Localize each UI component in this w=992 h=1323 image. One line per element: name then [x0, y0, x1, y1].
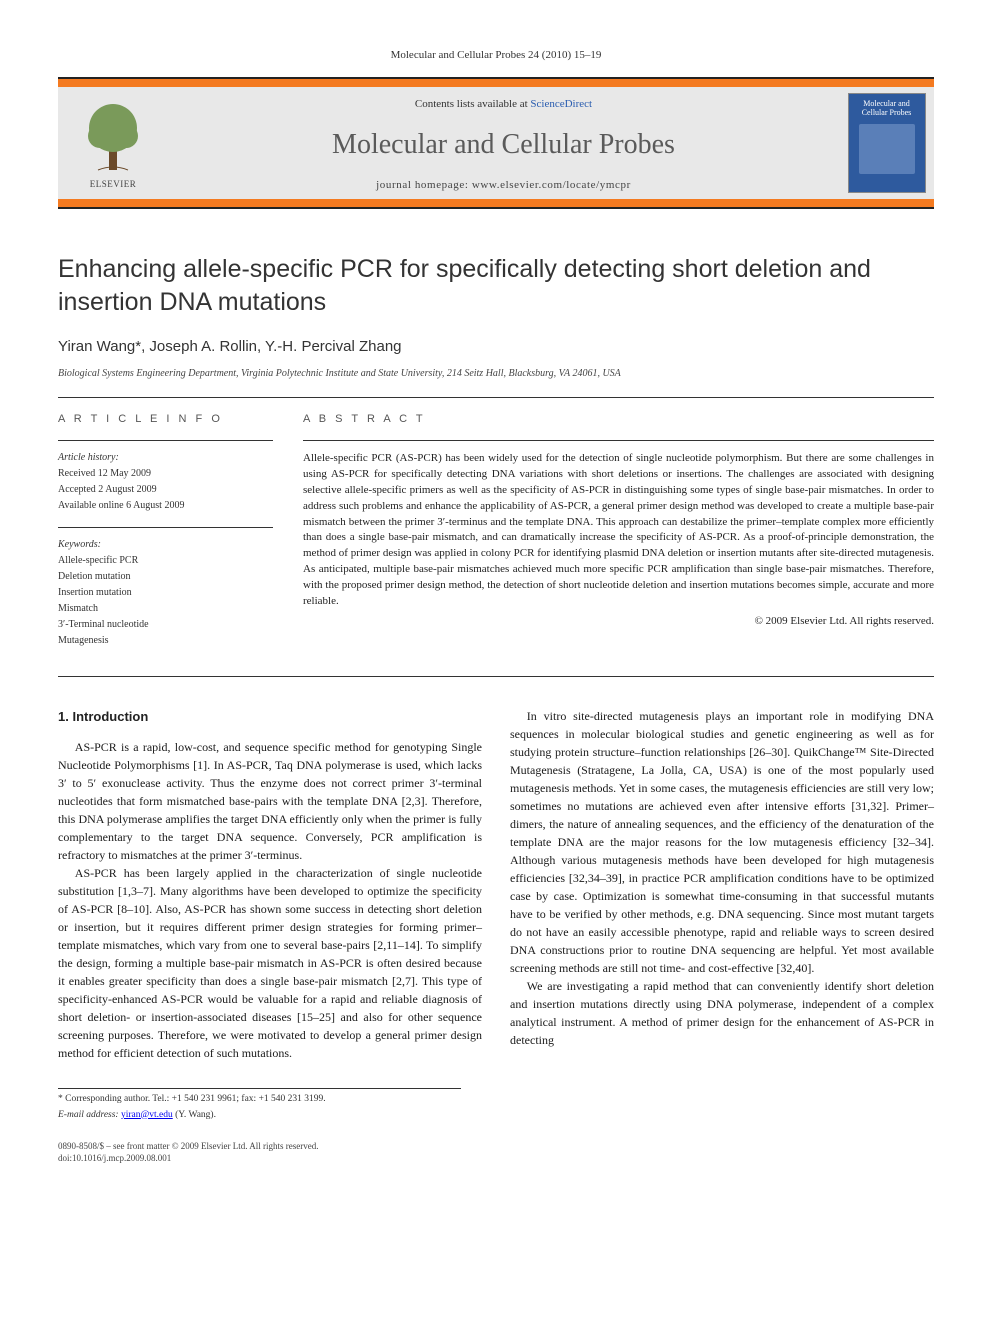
rule-info: [58, 440, 273, 441]
abstract-copyright: © 2009 Elsevier Ltd. All rights reserved…: [303, 614, 934, 629]
cover-image-placeholder: [859, 124, 915, 174]
journal-homepage-line: journal homepage: www.elsevier.com/locat…: [178, 178, 829, 193]
affiliation: Biological Systems Engineering Departmen…: [58, 367, 934, 381]
article-info-column: A R T I C L E I N F O Article history: R…: [58, 412, 273, 661]
publisher-logo-area: ELSEVIER: [58, 79, 168, 207]
keyword: Insertion mutation: [58, 586, 273, 600]
corresponding-email-link[interactable]: yiran@vt.edu: [121, 1110, 173, 1120]
journal-name: Molecular and Cellular Probes: [178, 125, 829, 164]
section-heading-introduction: 1. Introduction: [58, 707, 482, 727]
keyword: Mismatch: [58, 602, 273, 616]
article-info-heading: A R T I C L E I N F O: [58, 412, 273, 427]
history-label: Article history:: [58, 451, 273, 465]
bottom-metadata: 0890-8508/$ – see front matter © 2009 El…: [58, 1140, 934, 1165]
elsevier-tree-icon: [78, 96, 148, 176]
received-date: Received 12 May 2009: [58, 467, 273, 481]
body-two-column: 1. Introduction AS-PCR is a rapid, low-c…: [58, 707, 934, 1063]
homepage-url[interactable]: www.elsevier.com/locate/ymcpr: [472, 179, 631, 191]
accepted-date: Accepted 2 August 2009: [58, 483, 273, 497]
author-list: Yiran Wang*, Joseph A. Rollin, Y.-H. Per…: [58, 336, 934, 357]
email-label: E-mail address:: [58, 1110, 119, 1120]
body-paragraph: We are investigating a rapid method that…: [510, 977, 934, 1049]
email-person: (Y. Wang).: [175, 1110, 216, 1120]
journal-banner: ELSEVIER Contents lists available at Sci…: [58, 77, 934, 209]
banner-accent-top: [58, 79, 934, 87]
cover-title: Molecular and Cellular Probes: [853, 100, 921, 118]
contents-available-line: Contents lists available at ScienceDirec…: [178, 97, 829, 112]
keyword: 3′-Terminal nucleotide: [58, 618, 273, 632]
publisher-label: ELSEVIER: [78, 178, 148, 191]
rule-top: [58, 397, 934, 398]
article-title: Enhancing allele-specific PCR for specif…: [58, 253, 934, 318]
rule-info-2: [58, 527, 273, 528]
abstract-column: A B S T R A C T Allele-specific PCR (AS-…: [303, 412, 934, 661]
body-paragraph: AS-PCR has been largely applied in the c…: [58, 864, 482, 1062]
rule-below-abstract: [58, 676, 934, 677]
homepage-prefix: journal homepage:: [376, 179, 472, 191]
journal-cover-thumbnail: Molecular and Cellular Probes: [848, 93, 926, 193]
corresponding-author-note: * Corresponding author. Tel.: +1 540 231…: [58, 1093, 461, 1106]
cover-thumbnail-area: Molecular and Cellular Probes: [839, 79, 934, 207]
sciencedirect-link[interactable]: ScienceDirect: [530, 98, 592, 110]
online-date: Available online 6 August 2009: [58, 499, 273, 513]
body-paragraph: AS-PCR is a rapid, low-cost, and sequenc…: [58, 738, 482, 864]
keyword: Allele-specific PCR: [58, 554, 273, 568]
contents-prefix: Contents lists available at: [415, 98, 530, 110]
keyword: Deletion mutation: [58, 570, 273, 584]
abstract-text: Allele-specific PCR (AS-PCR) has been wi…: [303, 451, 934, 610]
doi-line: doi:10.1016/j.mcp.2009.08.001: [58, 1152, 934, 1165]
keyword: Mutagenesis: [58, 634, 273, 648]
abstract-heading: A B S T R A C T: [303, 412, 934, 427]
footnotes: * Corresponding author. Tel.: +1 540 231…: [58, 1088, 461, 1122]
banner-center: Contents lists available at ScienceDirec…: [168, 79, 839, 207]
rule-abs: [303, 440, 934, 441]
running-header: Molecular and Cellular Probes 24 (2010) …: [58, 48, 934, 63]
issn-copyright-line: 0890-8508/$ – see front matter © 2009 El…: [58, 1140, 934, 1153]
keywords-label: Keywords:: [58, 538, 273, 552]
banner-accent-bottom: [58, 199, 934, 207]
body-paragraph: In vitro site-directed mutagenesis plays…: [510, 707, 934, 977]
